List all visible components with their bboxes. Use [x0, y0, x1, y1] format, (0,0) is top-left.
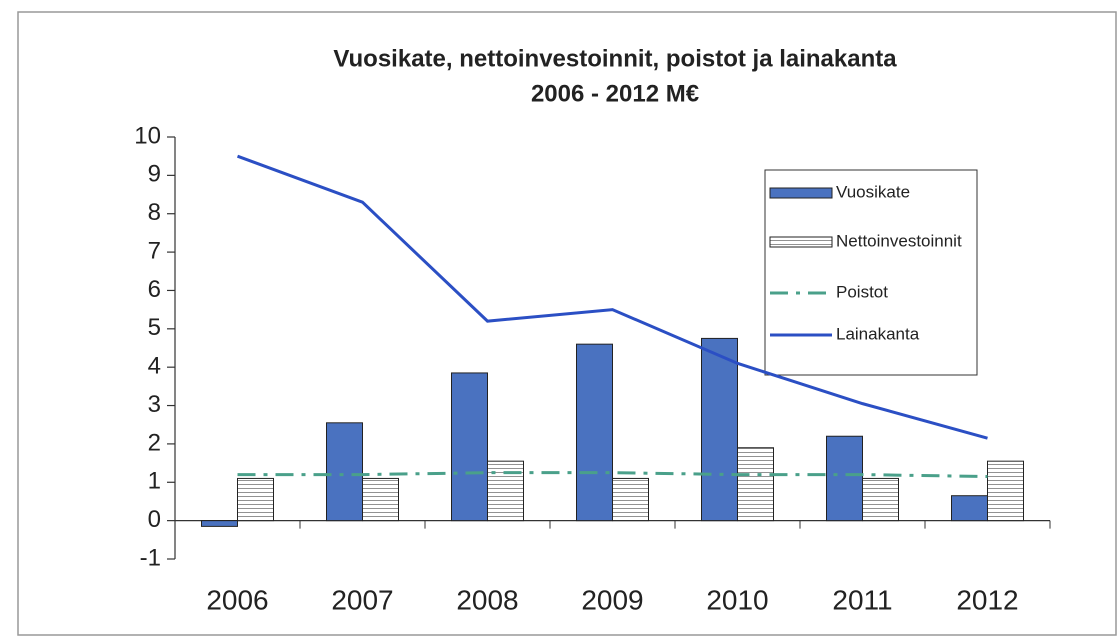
bar [451, 372, 488, 522]
x-tick-label: 2008 [456, 584, 518, 615]
legend-label: Nettoinvestoinnit [836, 231, 962, 250]
bar [987, 460, 1024, 522]
bar [737, 447, 774, 522]
legend-swatch [769, 236, 833, 248]
legend-swatch [769, 187, 833, 199]
bar [201, 520, 238, 527]
y-tick-label: 6 [148, 276, 161, 303]
bar [826, 435, 863, 522]
y-tick-label: 0 [148, 506, 161, 533]
legend-label: Vuosikate [836, 182, 910, 201]
legend-label: Poistot [836, 282, 888, 301]
y-tick-label: 8 [148, 199, 161, 226]
y-tick-label: 9 [148, 161, 161, 188]
y-tick-label: 2 [148, 429, 161, 456]
bar [487, 460, 524, 522]
bar [362, 477, 399, 522]
bar [951, 495, 988, 522]
legend-label: Lainakanta [836, 324, 920, 343]
line [237, 471, 988, 479]
y-tick-label: -1 [140, 544, 161, 571]
bar [701, 337, 738, 522]
y-tick-label: 5 [148, 314, 161, 341]
legend [764, 169, 978, 376]
y-tick-label: 7 [148, 237, 161, 264]
y-tick-label: 3 [148, 391, 161, 418]
x-tick-label: 2010 [706, 584, 768, 615]
x-tick-label: 2012 [956, 584, 1018, 615]
bar [612, 477, 649, 522]
chart-title: Vuosikate, nettoinvestoinnit, poistot ja… [333, 45, 897, 72]
bar [237, 477, 274, 522]
x-tick-label: 2009 [581, 584, 643, 615]
bar [862, 477, 899, 522]
x-tick-label: 2006 [206, 584, 268, 615]
y-tick-label: 4 [148, 353, 161, 380]
y-tick-label: 10 [134, 122, 161, 149]
x-tick-label: 2007 [331, 584, 393, 615]
chart-subtitle: 2006 - 2012 M€ [531, 80, 699, 107]
x-tick-label: 2011 [832, 584, 892, 615]
line [236, 154, 988, 440]
bar [326, 422, 363, 522]
frame [17, 11, 1117, 636]
bar [576, 343, 613, 522]
y-tick-label: 1 [148, 468, 161, 495]
